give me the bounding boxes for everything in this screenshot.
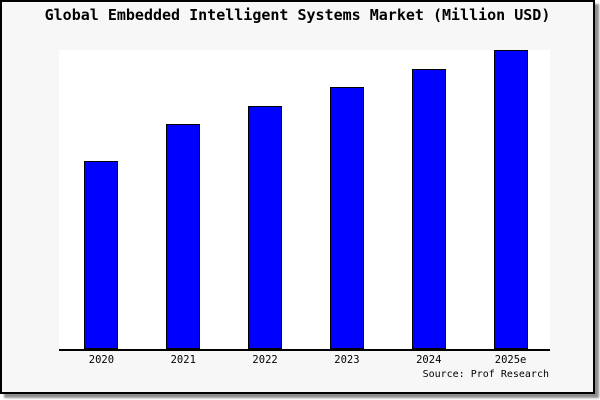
bar-2023: [329, 87, 364, 349]
bar-2024: [411, 69, 446, 349]
x-tick-label-2024: 2024: [416, 354, 442, 366]
source-caption: Source: Prof Research: [422, 369, 549, 380]
x-tick-label-2020: 2020: [88, 354, 115, 366]
x-tick-label-2022: 2022: [252, 354, 278, 366]
x-tick-label-2023: 2023: [334, 354, 360, 366]
chart-title: Global Embedded Intelligent Systems Mark…: [44, 6, 551, 24]
bar-2020: [84, 161, 119, 349]
bar-2022: [248, 106, 283, 349]
bar-2021: [166, 124, 201, 349]
chart-frame: Global Embedded Intelligent Systems Mark…: [0, 0, 595, 394]
plot-area: [59, 50, 550, 351]
x-tick-label-2021: 2021: [170, 354, 196, 366]
x-axis-labels: 2020 2021 2022 2023 2024 2025e: [59, 354, 550, 370]
x-tick-label-2025e: 2025e: [494, 354, 527, 366]
bar-2025e: [493, 50, 528, 349]
